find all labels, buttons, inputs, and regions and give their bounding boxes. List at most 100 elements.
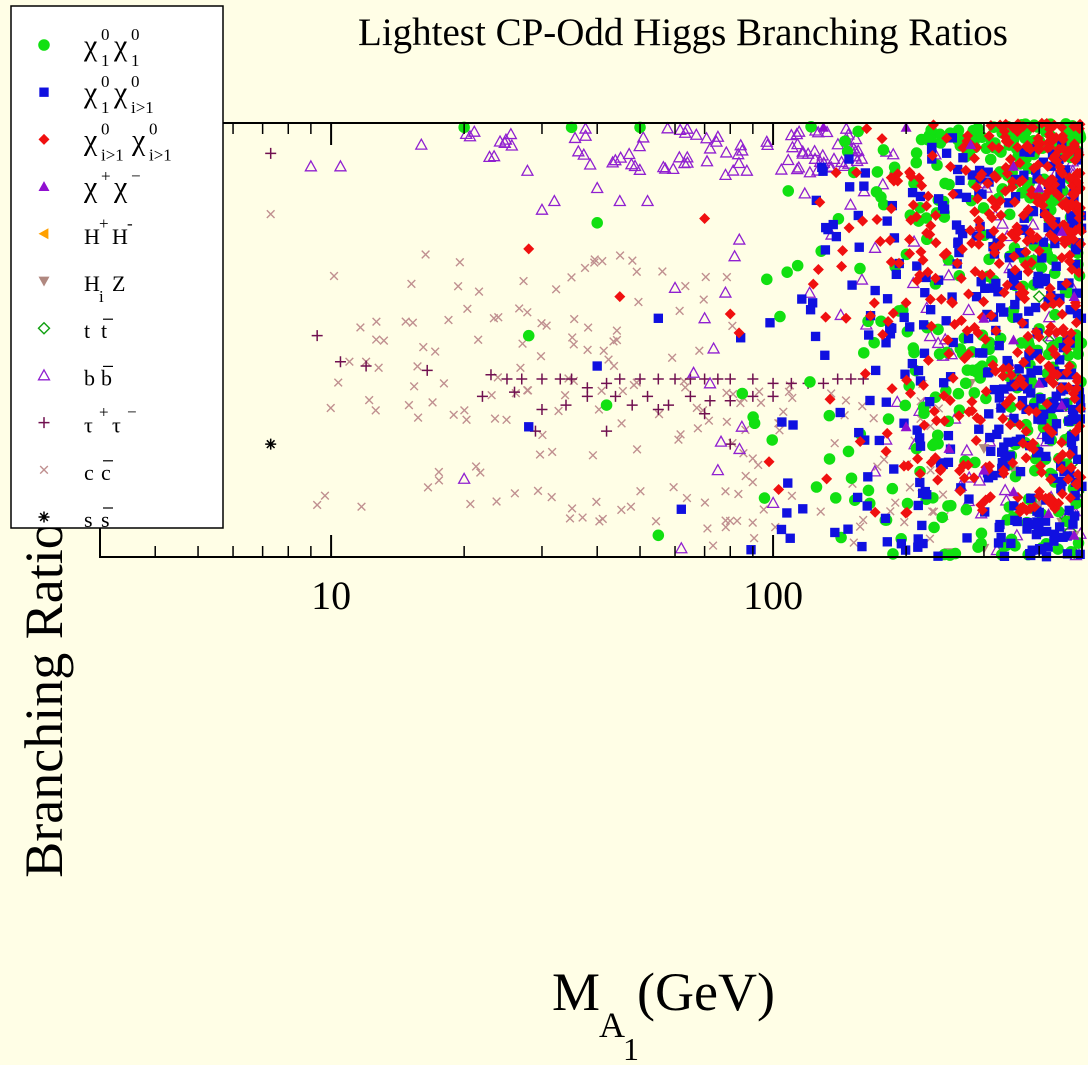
point-bbbar	[792, 160, 806, 173]
point-ccbar	[722, 388, 731, 398]
point-chi01chi0i	[915, 441, 926, 451]
point-chi0ichi0i	[918, 419, 930, 431]
point-tautau	[509, 386, 521, 398]
point-tautau	[601, 425, 613, 437]
point-ccbar	[938, 490, 948, 499]
point-chi0ichi0i	[1022, 203, 1034, 215]
point-bbbar	[731, 147, 745, 160]
point-chi0ichi0i	[984, 492, 996, 504]
point-ccbar	[511, 388, 521, 398]
point-chi01chi0i	[1032, 446, 1042, 457]
point-chi0ichi0i	[892, 168, 904, 180]
point-chi0ichi0i	[1009, 196, 1021, 208]
point-tautau	[712, 373, 724, 385]
point-chi0ichi0i	[1010, 379, 1022, 391]
point-chi01chi0i	[854, 242, 864, 252]
point-chi01chi0i	[1009, 501, 1019, 511]
point-bbbar	[843, 197, 858, 210]
point-chi0ichi0i	[1024, 143, 1036, 155]
point-ccbar	[449, 410, 459, 420]
point-chi01chi0i	[882, 294, 893, 304]
point-chi0ichi0i	[1021, 504, 1033, 516]
point-chi01chi0i	[964, 494, 974, 504]
point-chi01chi0i	[1006, 538, 1016, 549]
point-chi01chi0i	[1015, 434, 1026, 444]
point-chi0ichi0i	[1033, 331, 1045, 343]
point-chi01chi01	[600, 399, 613, 411]
point-chi01chi0i	[986, 283, 997, 293]
legend-label: b	[101, 365, 112, 390]
point-ccbar	[879, 455, 889, 464]
point-chi0ichi0i	[1032, 132, 1044, 144]
point-chi0ichi0i	[904, 387, 916, 399]
point-chi01chi0i	[1038, 409, 1049, 419]
point-chi0ichi0i	[979, 333, 991, 345]
point-chi0ichi0i	[940, 247, 952, 259]
point-chi0ichi0i	[966, 396, 978, 408]
point-bbbar	[571, 144, 585, 157]
point-chi0ichi0i	[990, 325, 1002, 337]
point-ccbar	[592, 497, 601, 507]
point-ccbar	[651, 516, 661, 526]
point-chi0ichi0i	[1033, 486, 1045, 498]
point-bbbar	[678, 125, 692, 138]
legend-label: χ	[83, 29, 98, 62]
point-chi0ichi0i	[1007, 457, 1019, 469]
point-bbbar	[703, 141, 717, 154]
point-chi01chi0i	[853, 210, 863, 221]
point-chi0ichi0i	[1008, 250, 1020, 262]
point-chi01chi01	[943, 178, 955, 191]
point-ccbar	[453, 281, 463, 291]
point-chi0ichi0i	[941, 132, 953, 144]
point-chi01chi0i	[1068, 412, 1079, 422]
point-bbbar	[583, 157, 597, 170]
legend-sub: 1	[131, 51, 140, 70]
point-chi01chi0i	[1049, 398, 1059, 408]
point-ccbar	[434, 476, 444, 485]
legend-marker-chi0ichi0i	[38, 133, 50, 145]
point-chi01chi0i	[880, 513, 891, 524]
point-chi01chi0i	[971, 291, 982, 302]
point-chi01chi0i	[915, 191, 926, 202]
point-chi01chi0i	[852, 492, 863, 503]
point-chi0ichi0i	[874, 235, 886, 247]
point-ccbar	[567, 273, 576, 282]
point-bbbar	[498, 136, 512, 148]
point-chi01chi0i	[999, 307, 1009, 317]
point-chi0ichi0i	[997, 413, 1009, 425]
series-ssbar	[265, 438, 277, 450]
point-chi01chi0i	[1075, 549, 1085, 560]
point-ccbar	[597, 256, 607, 266]
point-chi0ichi0i	[1007, 122, 1019, 134]
point-chi0ichi0i	[997, 370, 1009, 382]
point-chi01chi0i	[1038, 157, 1049, 167]
point-bbbar	[520, 164, 535, 176]
point-ccbar	[474, 287, 484, 296]
point-chi0ichi0i	[1005, 392, 1017, 404]
legend-entry-chipchim: χ + χ −	[38, 167, 141, 204]
legend-marker-chipchim	[38, 181, 50, 191]
point-chi01chi0i	[1065, 469, 1075, 480]
point-chi0ichi0i	[523, 243, 535, 255]
legend-sub: i>1	[131, 98, 154, 117]
point-chi01chi0i	[917, 520, 927, 531]
legend-sup: −	[131, 167, 141, 186]
point-ccbar	[401, 317, 411, 326]
point-ccbar	[890, 498, 900, 508]
point-ccbar	[312, 500, 322, 510]
point-chi0ichi0i	[1036, 466, 1048, 478]
legend-sub: i	[99, 287, 104, 306]
point-chi0ichi0i	[1032, 142, 1044, 154]
point-chi0ichi0i	[902, 460, 914, 472]
point-chi01chi0i	[933, 194, 944, 204]
point-tautau	[609, 390, 621, 402]
point-chi01chi01	[882, 413, 895, 425]
point-ccbar	[787, 491, 797, 501]
point-ccbar	[700, 498, 710, 507]
point-chi0ichi0i	[877, 329, 889, 341]
point-bbbar	[673, 123, 687, 135]
point-chi0ichi0i	[1039, 300, 1051, 312]
point-chi01chi0i	[1070, 490, 1080, 501]
